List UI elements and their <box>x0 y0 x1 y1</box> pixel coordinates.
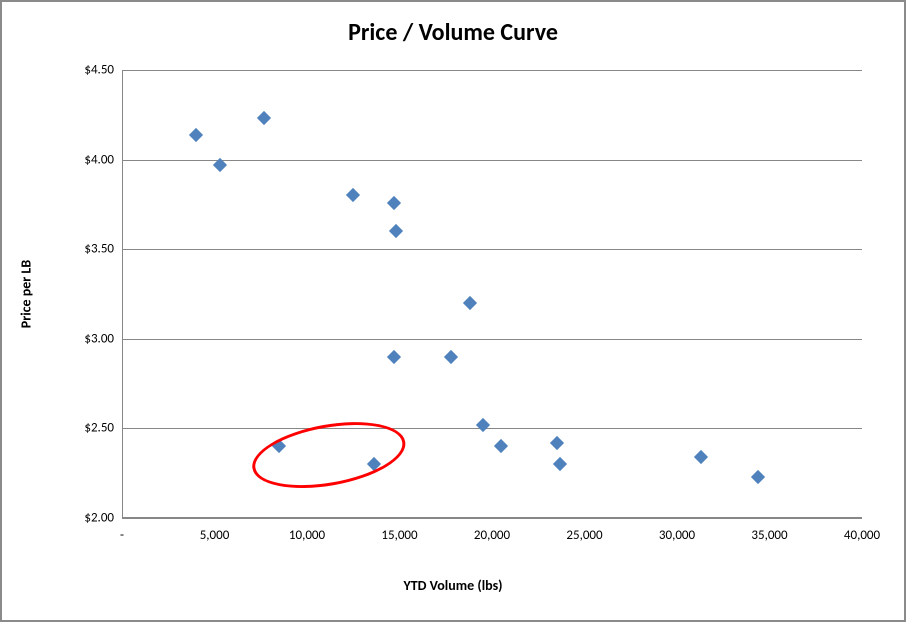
x-tick-label: - <box>120 528 124 543</box>
gridline <box>122 428 862 429</box>
y-axis-label: Price per LB <box>18 260 35 328</box>
gridline <box>122 249 862 250</box>
plot-axes <box>122 70 862 518</box>
data-point <box>444 350 458 364</box>
x-axis-label: YTD Volume (lbs) <box>2 577 904 594</box>
x-tick-label: 15,000 <box>381 528 417 543</box>
gridline <box>122 339 862 340</box>
data-point <box>694 450 708 464</box>
data-point <box>494 439 508 453</box>
x-tick-label: 30,000 <box>659 528 695 543</box>
y-tick-label: $4.50 <box>56 63 114 78</box>
plot-area <box>122 70 862 518</box>
chart-frame: Price / Volume Curve Price per LB YTD Vo… <box>0 0 906 622</box>
data-point <box>550 436 564 450</box>
y-tick-label: $2.50 <box>56 421 114 436</box>
highlight-ellipse <box>247 412 411 499</box>
x-tick-label: 35,000 <box>751 528 787 543</box>
y-tick-label: $2.00 <box>56 511 114 526</box>
y-tick-label: $3.00 <box>56 331 114 346</box>
x-tick-label: 25,000 <box>566 528 602 543</box>
data-point <box>387 196 401 210</box>
data-point <box>387 350 401 364</box>
data-point <box>346 188 360 202</box>
data-point <box>751 470 765 484</box>
gridline <box>122 160 862 161</box>
x-tick-label: 10,000 <box>289 528 325 543</box>
gridline <box>122 518 862 519</box>
y-tick-label: $3.50 <box>56 242 114 257</box>
data-point <box>389 224 403 238</box>
x-tick-label: 5,000 <box>200 528 230 543</box>
chart-title: Price / Volume Curve <box>2 18 904 47</box>
data-point <box>257 111 271 125</box>
data-point <box>463 296 477 310</box>
data-point <box>553 457 567 471</box>
data-point <box>189 127 203 141</box>
x-tick-label: 40,000 <box>844 528 880 543</box>
gridline <box>122 70 862 71</box>
y-tick-label: $4.00 <box>56 152 114 167</box>
x-tick-label: 20,000 <box>474 528 510 543</box>
data-point <box>476 418 490 432</box>
